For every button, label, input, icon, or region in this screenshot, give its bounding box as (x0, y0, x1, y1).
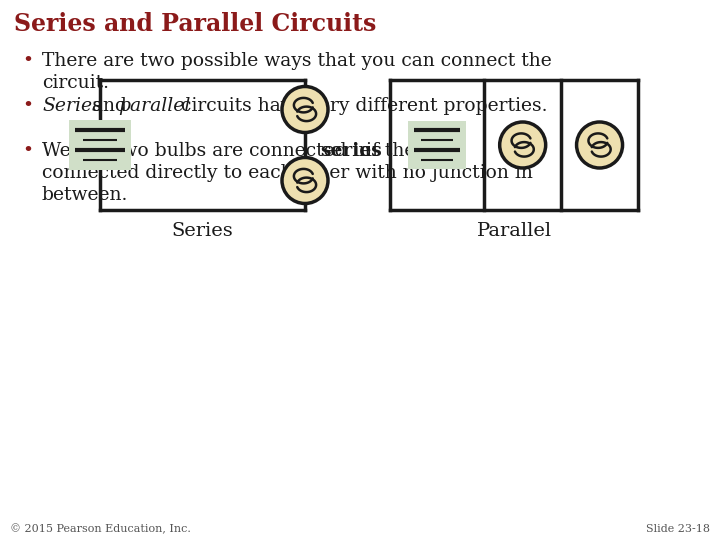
Ellipse shape (282, 158, 328, 204)
Text: between.: between. (42, 186, 128, 204)
Text: We say two bulbs are connected in: We say two bulbs are connected in (42, 142, 377, 160)
Text: circuit.: circuit. (42, 74, 109, 92)
Text: Series: Series (171, 222, 233, 240)
Text: © 2015 Pearson Education, Inc.: © 2015 Pearson Education, Inc. (10, 523, 191, 534)
Text: Series and Parallel Circuits: Series and Parallel Circuits (14, 12, 377, 36)
Text: •: • (22, 142, 33, 160)
Text: and: and (86, 97, 133, 115)
Text: •: • (22, 52, 33, 70)
Ellipse shape (500, 122, 546, 168)
Bar (69, 120, 131, 170)
Text: There are two possible ways that you can connect the: There are two possible ways that you can… (42, 52, 552, 70)
Text: Parallel: Parallel (477, 222, 552, 240)
Text: parallel: parallel (118, 97, 190, 115)
Ellipse shape (282, 86, 328, 132)
Text: circuits have very different properties.: circuits have very different properties. (175, 97, 547, 115)
Ellipse shape (577, 122, 623, 168)
Text: •: • (22, 97, 33, 115)
Text: connected directly to each other with no junction in: connected directly to each other with no… (42, 164, 533, 182)
Text: Series: Series (42, 97, 102, 115)
Text: Slide 23-18: Slide 23-18 (646, 524, 710, 534)
Text: series: series (320, 142, 382, 160)
Bar (408, 121, 466, 169)
Text: if they are: if they are (360, 142, 463, 160)
